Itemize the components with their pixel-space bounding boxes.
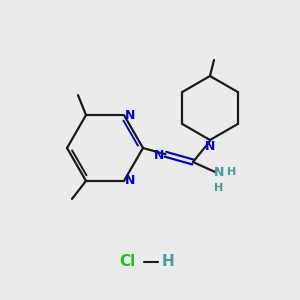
Text: N: N: [125, 174, 135, 188]
Text: N: N: [125, 109, 135, 122]
Text: H: H: [214, 183, 224, 193]
Text: N: N: [205, 140, 215, 153]
Text: N: N: [214, 166, 224, 178]
Text: H: H: [227, 167, 236, 177]
Text: Cl: Cl: [120, 254, 136, 269]
Text: H: H: [162, 254, 175, 269]
Text: N: N: [154, 149, 164, 162]
